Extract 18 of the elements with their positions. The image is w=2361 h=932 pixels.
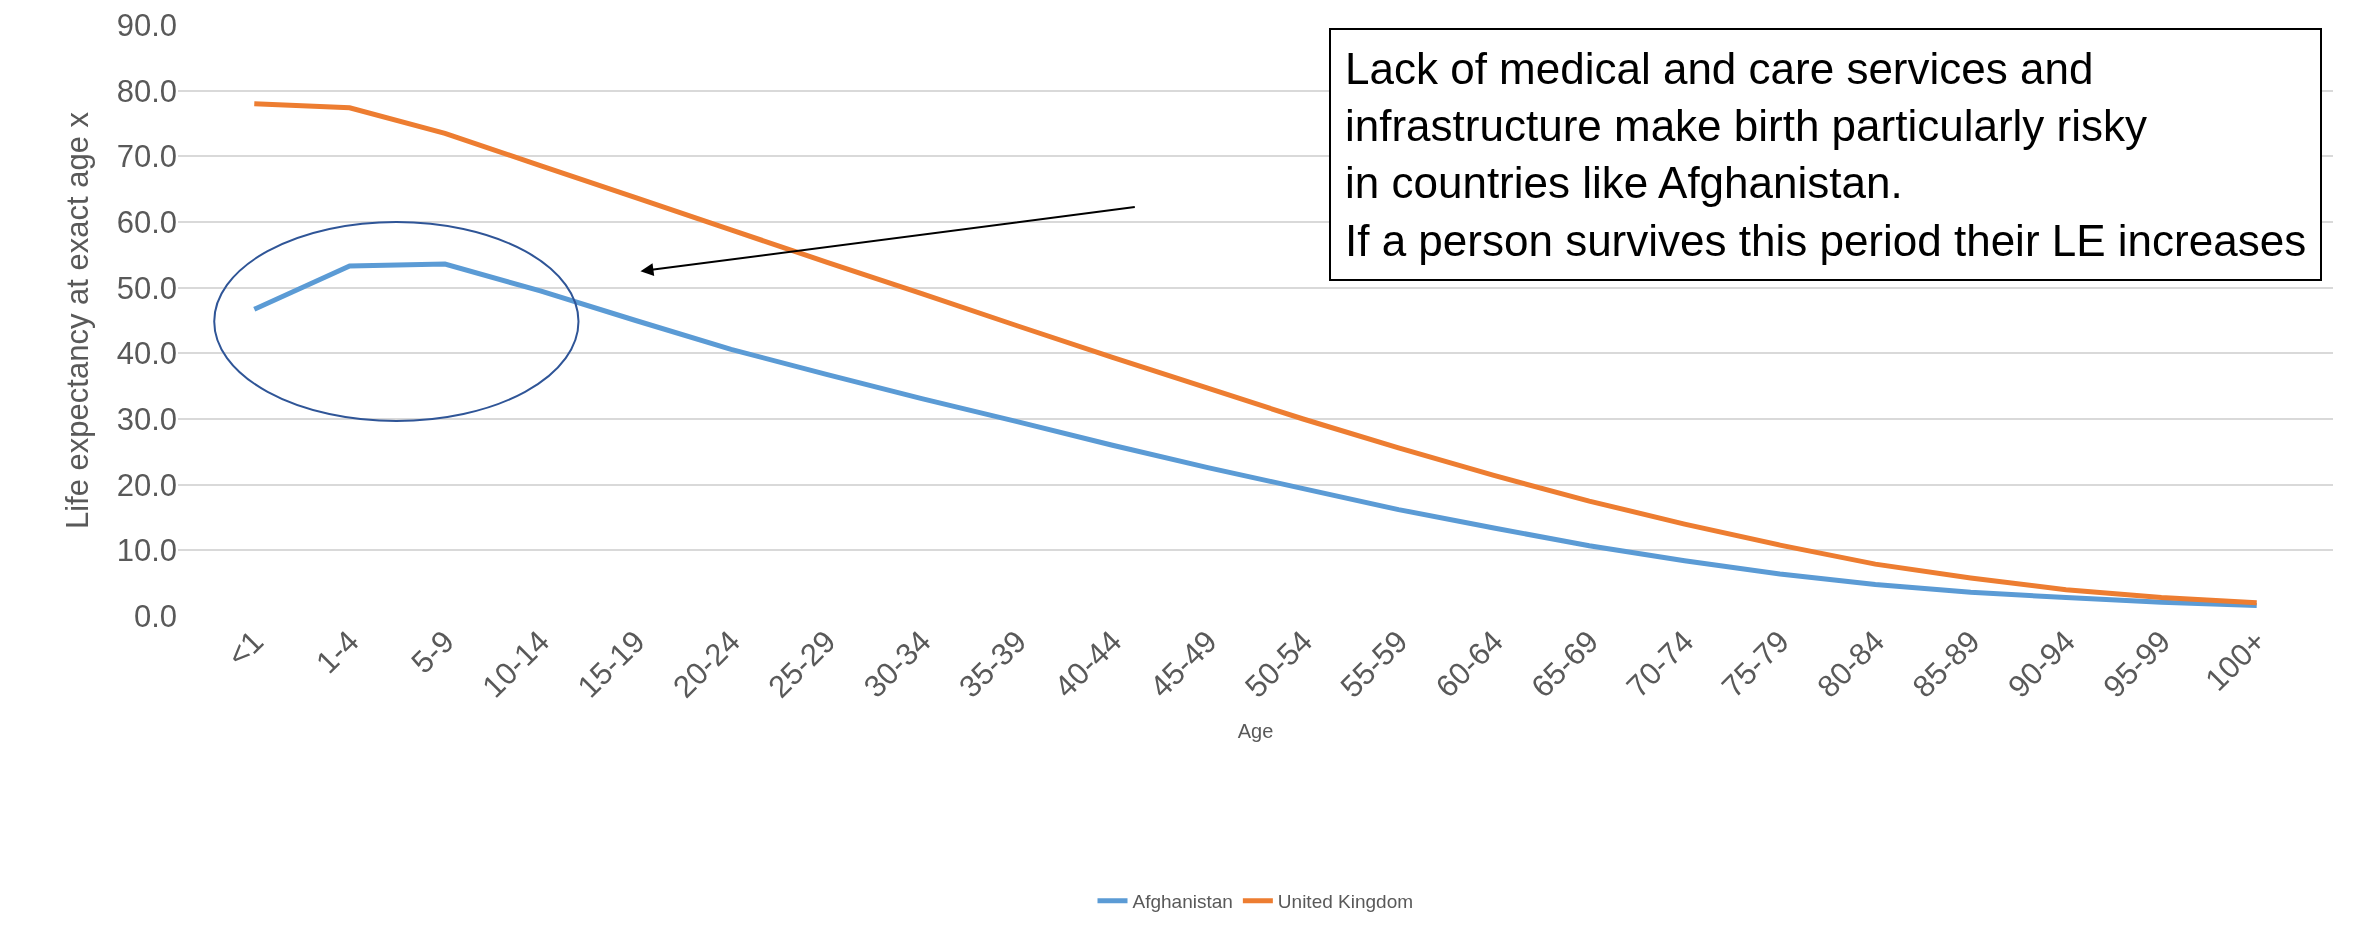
x-axis-title: Age <box>1237 719 1274 742</box>
y-tick-label: 60.0 <box>116 204 177 240</box>
y-tick-label: 70.0 <box>116 139 177 175</box>
y-tick-label: 30.0 <box>116 401 177 437</box>
legend-label: Afghanistan <box>1132 891 1233 913</box>
y-tick-label: 50.0 <box>116 270 177 306</box>
y-tick-label: 40.0 <box>116 336 177 372</box>
legend-label: United Kingdom <box>1277 891 1414 913</box>
annotation: Lack of medical and care services and infrastructure make birth particularly risky in countries like Afghanistan. If a person survives this period their LE increases <box>1345 44 2307 265</box>
x-tick-label: <1 <box>220 623 271 674</box>
x-tick-label: 5-9 <box>404 623 461 681</box>
y-tick-label: 80.0 <box>116 73 177 109</box>
y-tick-label: 10.0 <box>116 533 177 569</box>
y-tick-label: 20.0 <box>116 467 177 503</box>
y-tick-label: 90.0 <box>116 7 177 43</box>
y-tick-label: 0.0 <box>133 598 177 634</box>
x-tick-label: 1-4 <box>309 623 366 681</box>
y-axis-title: Life expectancy at exact age x <box>60 111 96 530</box>
